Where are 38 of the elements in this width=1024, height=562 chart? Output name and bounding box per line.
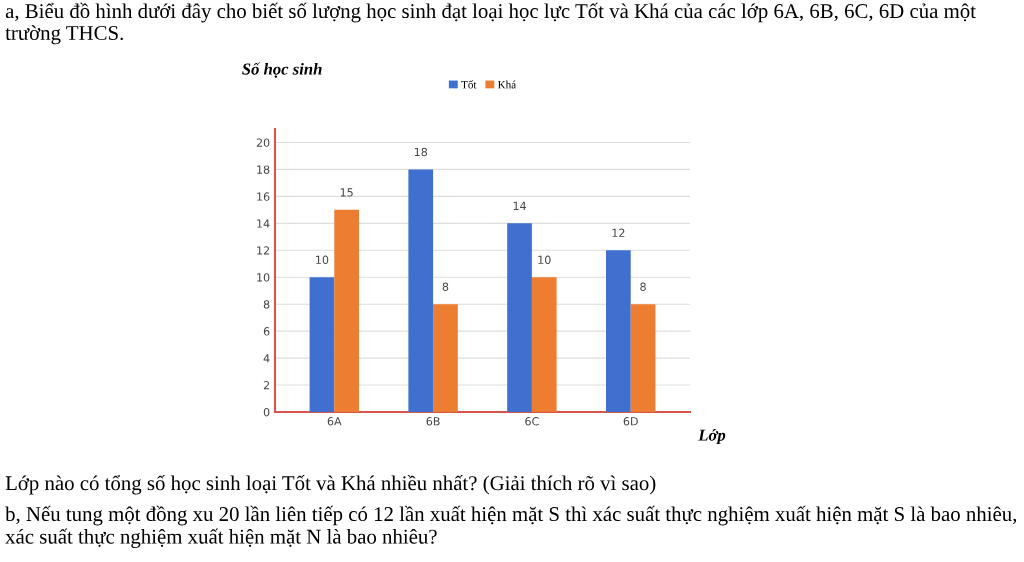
text: Lớp nào có tổng số học sinh loại Tốt và Khá nhiều nhất? (Giải thích rõ vì sao) [5, 474, 656, 495]
bar [630, 304, 656, 412]
bar [606, 250, 631, 412]
data-label: 12 [612, 228, 625, 237]
y-tick-label: 16 [257, 192, 270, 201]
x-tick-label: 6C [525, 417, 539, 426]
x-tick-label: 6D [623, 417, 638, 426]
data-label: 8 [640, 282, 646, 291]
x-tick-label: 6A [327, 417, 342, 426]
legend-label: Tốt [461, 80, 477, 89]
chart-title: a, Biểu đồ hình dưới đây cho biết số lượng học sinh đạt loại học lực Tốt và Khá của các lớp 6A, 6B, 6C, 6D của một trường THCS. [5, 2, 976, 45]
data-label: 14 [513, 201, 526, 210]
bar [433, 304, 458, 412]
y-tick-label: 12 [257, 246, 270, 255]
text: b, Nếu tung một đồng xu 20 lần liên tiếp có 12 lần xuất hiện mặt S thì xác suất thực nghiệm xuất hiện mặt S là bao nhiêu, xác suất thực nghiệm xuất hiện mặt N là bao nhiêu? [5, 505, 1017, 548]
y-tick-label: 0 [263, 407, 270, 417]
y-tick-label: 2 [263, 381, 270, 390]
data-label: 18 [414, 147, 428, 157]
data-label: 8 [442, 282, 449, 291]
y-tick-label: 6 [263, 327, 270, 336]
bar [531, 277, 557, 412]
y-tick-label: 18 [257, 165, 270, 174]
data-label: 15 [340, 188, 353, 197]
y-tick-label: 20 [256, 138, 270, 147]
y-tick-label: 4 [263, 354, 270, 363]
data-label: 10 [316, 255, 329, 264]
y-tick-label: 10 [257, 273, 270, 282]
legend-label: Khá [497, 80, 516, 89]
x-axis-title: Lớp [698, 428, 726, 445]
y-axis-title: Số học sinh [242, 62, 322, 78]
bar [334, 209, 359, 412]
bar [309, 277, 335, 412]
y-tick-label: 14 [257, 219, 270, 228]
bar [408, 169, 434, 412]
y-tick-label: 8 [263, 300, 270, 309]
data-label: 10 [538, 255, 551, 264]
x-tick-label: 6B [426, 417, 440, 426]
bar [507, 223, 532, 412]
